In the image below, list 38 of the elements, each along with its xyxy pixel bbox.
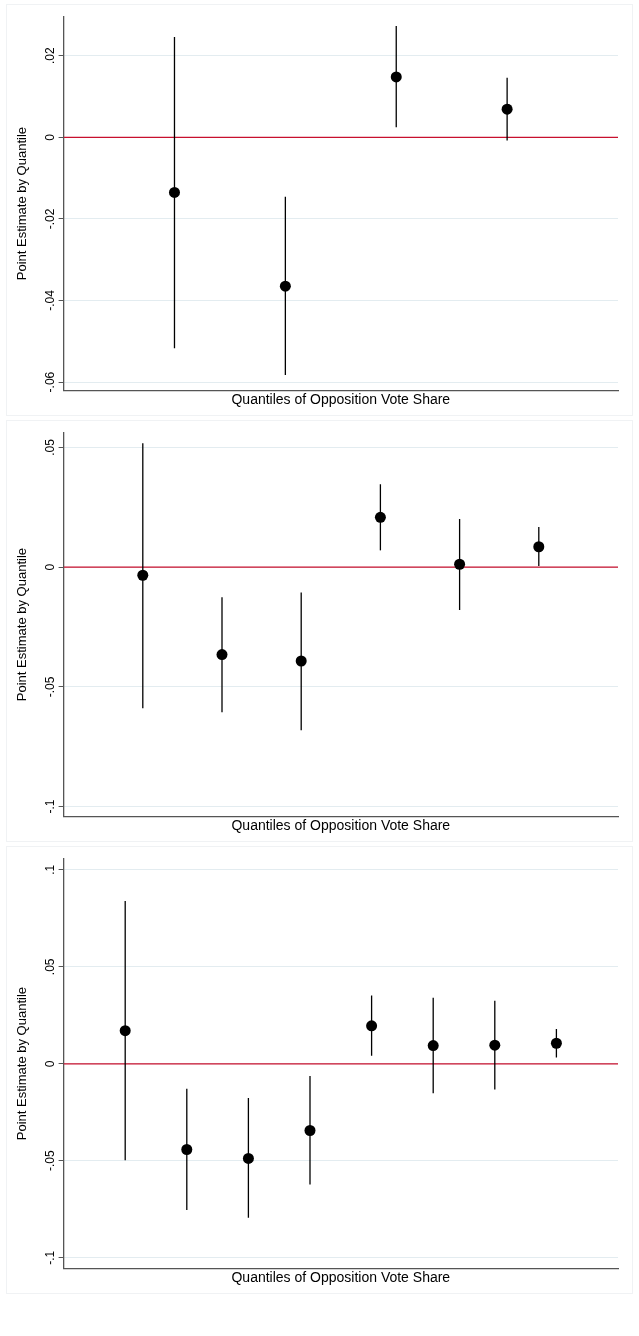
y-tick-label: .1	[42, 864, 57, 875]
point	[181, 1144, 193, 1156]
y-axis-title: Point Estimate by Quantile	[14, 548, 30, 702]
point	[295, 655, 307, 667]
y-tick-label: .02	[42, 47, 57, 65]
y-axis-title: Point Estimate by Quantile	[14, 127, 30, 281]
point	[242, 1152, 254, 1164]
y-tick-label: -.05	[42, 676, 57, 698]
x-axis-title: Quantiles of Opposition Vote Share	[231, 1269, 451, 1286]
x-axis-title: Quantiles of Opposition Vote Share	[231, 817, 451, 834]
point	[366, 1020, 378, 1032]
y-tick-label: -.1	[42, 1250, 57, 1265]
point	[501, 103, 513, 115]
y-tick-label: -.06	[42, 371, 57, 393]
y-tick-label: .05	[42, 438, 57, 456]
y-tick-label: -.1	[42, 799, 57, 814]
y-tick-label: 0	[42, 563, 57, 571]
point	[550, 1037, 562, 1049]
point	[374, 511, 386, 523]
x-axis-title: Quantiles of Opposition Vote Share	[231, 391, 451, 408]
point	[427, 1040, 439, 1052]
point	[304, 1125, 316, 1137]
point	[137, 569, 149, 581]
point	[533, 541, 545, 553]
point	[119, 1025, 131, 1037]
y-tick-label: -.04	[42, 289, 57, 311]
point	[168, 186, 180, 198]
y-tick-label: -.05	[42, 1150, 57, 1172]
point	[390, 71, 402, 83]
point	[454, 558, 466, 570]
point	[216, 649, 228, 661]
y-tick-label: -.02	[42, 208, 57, 230]
y-tick-label: .05	[42, 958, 57, 976]
y-tick-label: 0	[42, 1060, 57, 1068]
point	[279, 280, 291, 292]
y-tick-label: 0	[42, 133, 57, 141]
point	[489, 1039, 501, 1051]
y-axis-title: Point Estimate by Quantile	[14, 987, 30, 1141]
